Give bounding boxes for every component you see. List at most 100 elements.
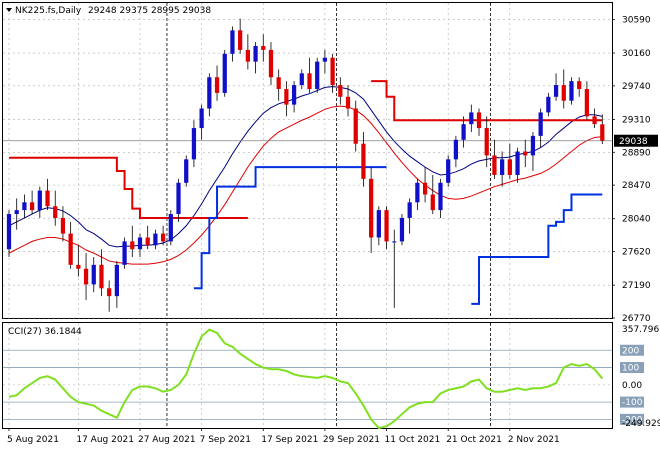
candle-bull [176,182,181,215]
candle-bear [476,112,482,129]
candle-bull [22,202,27,211]
price-tick-label: 27620 [622,248,651,258]
candle-bear [214,77,220,93]
cci-level-box [620,396,644,408]
candle-bear [584,88,590,117]
candle-bull [253,45,258,62]
candle-bear [353,108,358,144]
candle-bear [276,77,281,89]
candle-bull [168,214,173,242]
candle-bull [453,139,459,160]
cci-tick-label: 0.00 [622,381,642,391]
time-tick-label: 7 Sep 2021 [200,435,251,445]
price-tick-label: 28890 [622,148,651,158]
candle-bear [384,210,389,242]
candle-bull [14,210,19,215]
candle-bull [407,202,412,218]
current-price-box [614,134,658,147]
time-tick-label: 21 Oct 2021 [446,435,502,445]
candle-bull [299,73,304,86]
time-tick-label: 5 Aug 2021 [7,435,59,445]
price-axis: 30590 30160 29740 29310 28890 28470 28040 27620… [612,15,651,324]
candle-bear [307,73,312,89]
candle-bear [284,88,289,105]
candle-bear [29,202,35,211]
candle-bull [546,96,551,113]
ema_fast-line [8,86,603,248]
candle-bull [37,190,42,211]
ema_slow-line [8,105,603,265]
price-tick-label: 29310 [622,115,651,125]
grid-lines [3,3,612,428]
candle-bear [261,45,266,50]
candle-bear [561,85,566,101]
candle-bear [507,159,512,175]
candle-bull [530,135,536,156]
candle-bull [184,159,189,183]
candle-bear [145,237,150,246]
session-separators [166,3,491,428]
candle-bear [238,30,243,50]
candle-bear [338,85,343,97]
cci-tick-label: -200 [622,415,643,425]
candle-bull [153,233,158,246]
current-price-label: 29038 [619,137,648,147]
cci-tick-label: 200 [622,346,639,356]
candle-bear [245,49,250,62]
candle-bull [207,77,212,109]
candle-bull [415,182,420,203]
time-tick-label: 2 Nov 2021 [508,435,560,445]
candle-bull [322,57,328,62]
time-tick-label: 11 Oct 2021 [385,435,441,445]
candle-bear [45,190,50,207]
candle-bull [461,124,466,140]
price-tick-label: 27190 [622,281,651,291]
cci-tick-label: -100 [622,398,643,408]
cci-line [8,328,604,430]
time-tick-label: 29 Sep 2021 [323,435,380,445]
candle-bull [315,61,320,89]
candle-bear [592,116,597,125]
candle-bull [291,85,297,105]
candle-bull [553,85,559,97]
candle-bull [114,264,119,297]
price-tick-label: 29740 [622,82,651,92]
candle-bear [268,49,274,78]
candle-bear [484,128,489,156]
candle-bull [222,53,227,93]
candle-bull [569,81,574,101]
candle-bear [361,143,366,179]
candle-bull [199,108,204,129]
candle-bull [191,128,197,160]
candle-bull [122,241,127,265]
candles [6,18,605,312]
candle-bull [538,112,543,136]
cci-level-box [620,362,644,374]
candle-bear [330,57,335,86]
cci-tick-label: 357.796 [622,325,659,335]
candle-bull [137,237,143,250]
candle-bull [91,264,96,285]
dropdown-triangle-icon[interactable] [6,8,12,12]
price-tick-label: 28470 [622,181,651,191]
candle-bear [422,182,428,195]
candle-bull [469,112,474,125]
price-tick-label: 30590 [622,15,651,25]
candle-bear [76,264,81,269]
candle-bear [99,264,104,289]
chart-symbol-label: NK225.fs,Daily [15,6,82,16]
cci-title-label: CCI(27) 36.1844 [8,327,82,337]
candle-bear [492,155,497,175]
price-tick-label: 26770 [622,314,651,324]
cci-level-box [620,344,644,356]
price-tick-label: 30160 [622,49,651,59]
candle-bull [399,217,405,242]
candle-bull [446,159,451,183]
candle-bull [6,214,12,250]
cci-tick-label: -249.929 [622,419,660,429]
cci-indicator [3,328,612,430]
time-axis: 5 Aug 2021 17 Aug 2021 27 Aug 2021 7 Sep 20… [7,428,560,445]
candle-bear [68,233,73,265]
cci-tick-label: 100 [622,364,639,374]
